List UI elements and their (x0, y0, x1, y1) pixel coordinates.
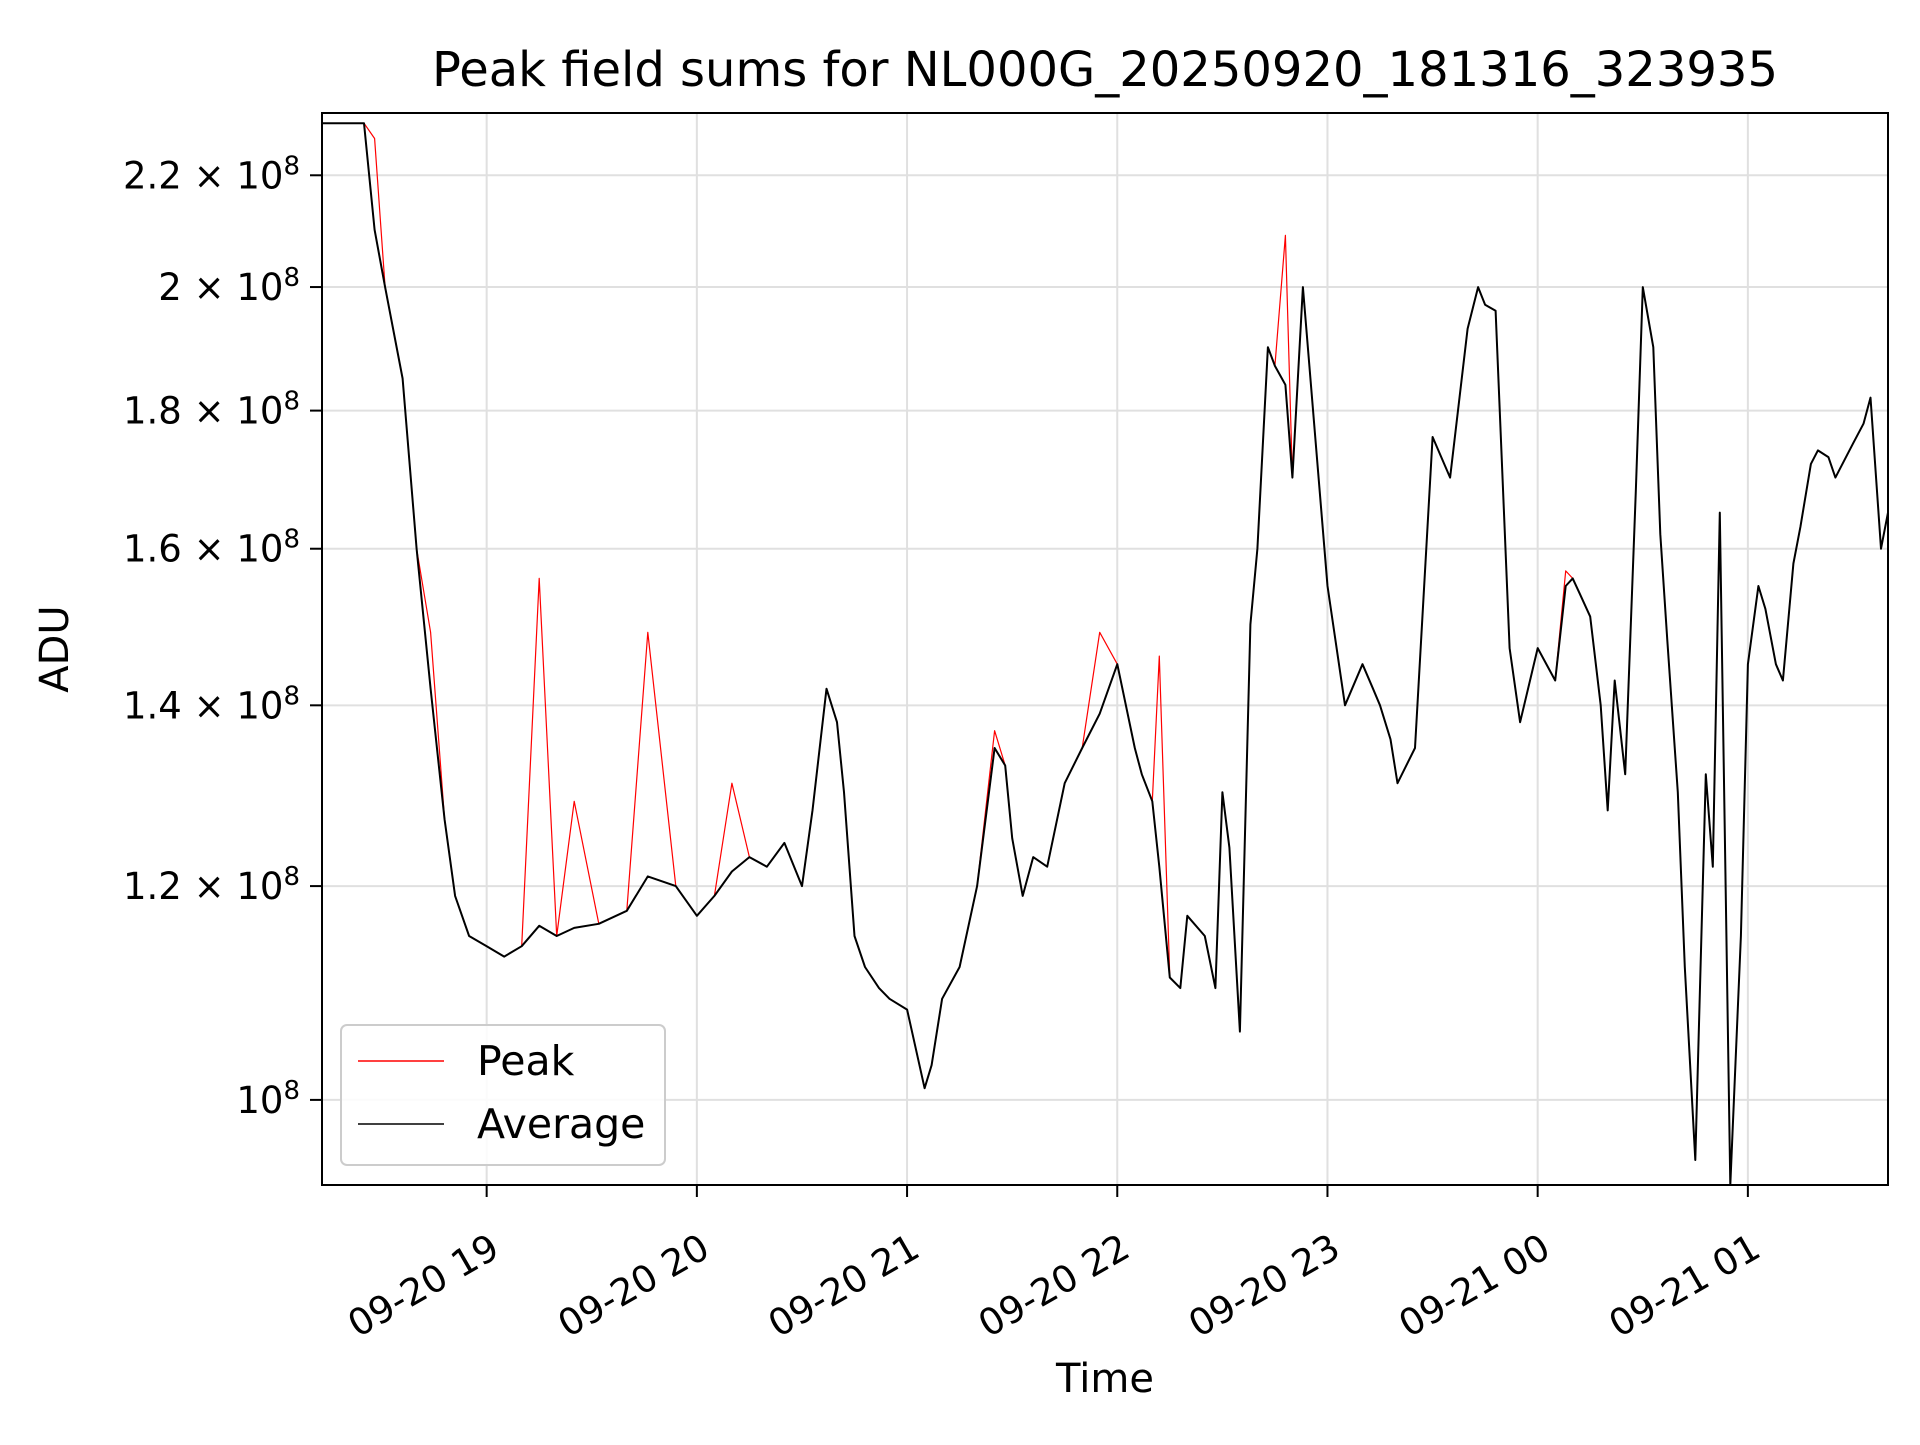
y-tick-label-exponent: 8 (283, 681, 300, 711)
y-tick-label-exponent: 8 (283, 525, 300, 555)
y-tick-label: 2 × 108 (158, 263, 300, 309)
y-tick-label-exponent: 8 (283, 1076, 300, 1106)
y-tick-label-exponent: 8 (283, 151, 300, 181)
x-axis-label: Time (1055, 1356, 1154, 1402)
chart-title: Peak field sums for NL000G_20250920_1813… (432, 42, 1778, 98)
y-tick-label-base: 1.8 × 10 (123, 390, 283, 433)
y-tick-label: 1.4 × 108 (123, 681, 300, 727)
y-tick-label: 2.2 × 108 (123, 151, 300, 197)
legend-box (340, 1024, 666, 1166)
y-tick-label: 1.6 × 108 (123, 525, 300, 571)
y-tick-label-exponent: 8 (283, 862, 300, 892)
y-tick-label: 108 (236, 1076, 300, 1122)
legend-label-peak: Peak (477, 1037, 575, 1085)
series-lines (322, 122, 1889, 1186)
y-tick-label-base: 1.2 × 10 (123, 865, 283, 908)
plot-frame (321, 112, 1889, 1186)
y-tick-label-exponent: 8 (283, 263, 300, 293)
y-tick-label: 1.2 × 108 (123, 862, 300, 908)
legend: Peak Average (340, 1024, 666, 1166)
y-tick-label-base: 1.6 × 10 (123, 528, 283, 571)
series-line-average (322, 122, 1889, 1186)
y-tick-label-base: 1.4 × 10 (123, 684, 283, 727)
y-tick-label-exponent: 8 (283, 387, 300, 417)
y-tick-label-base: 10 (236, 1079, 283, 1122)
y-tick-label-base: 2 × 10 (158, 266, 283, 309)
legend-label-average: Average (477, 1100, 645, 1148)
y-tick-label: 1.8 × 108 (123, 387, 300, 433)
y-tick-label-base: 2.2 × 10 (123, 154, 283, 197)
y-axis-label: ADU (32, 605, 78, 692)
